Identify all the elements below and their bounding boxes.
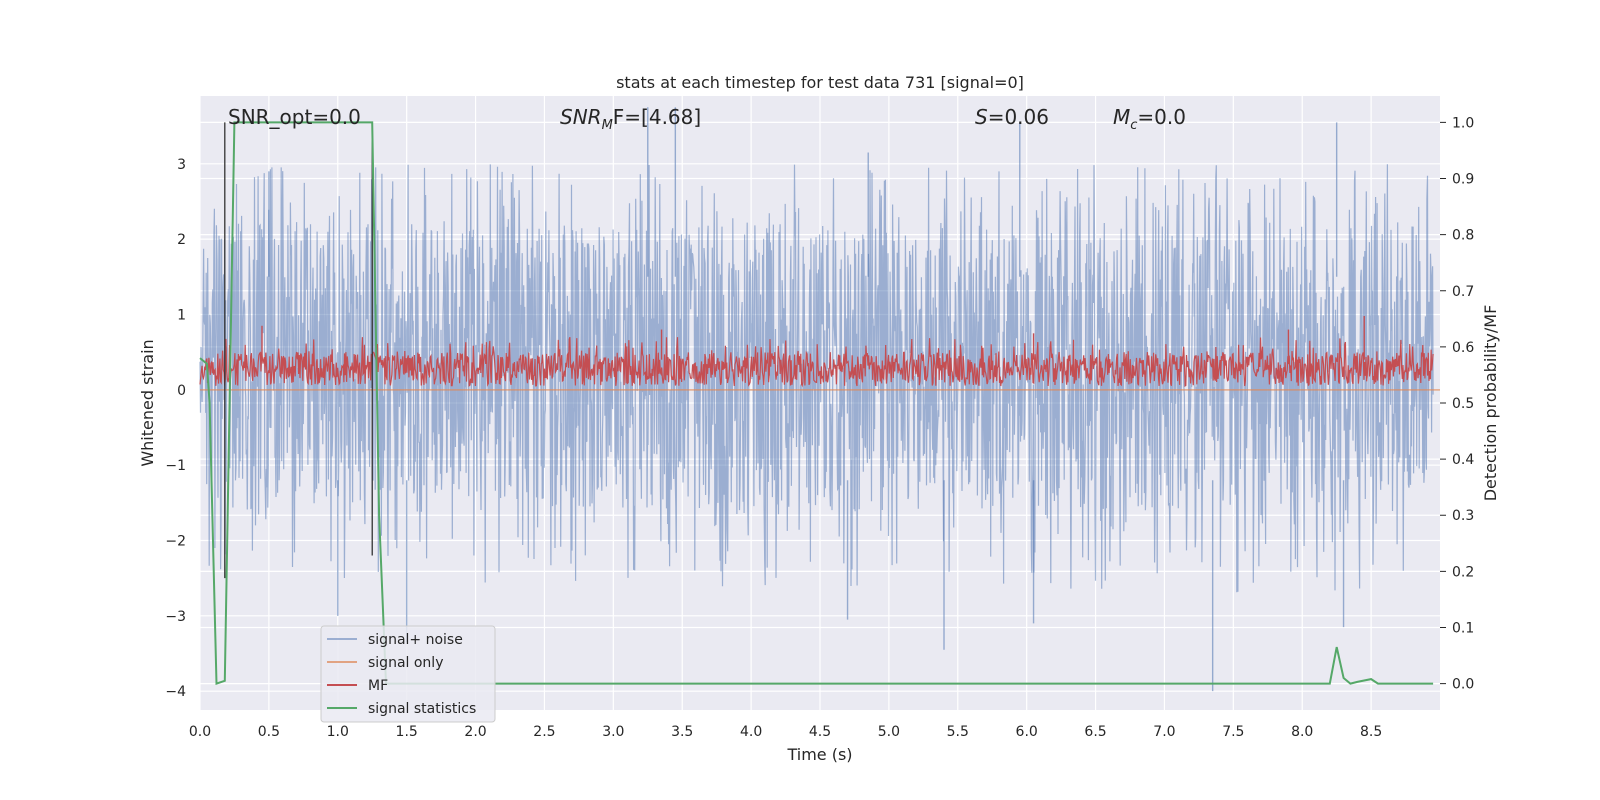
- annotation-mc-sub: c: [1130, 118, 1137, 133]
- x-tick-label: 8.5: [1360, 724, 1382, 740]
- x-axis-label: Time (s): [786, 745, 852, 764]
- x-tick-label: 3.0: [602, 724, 624, 740]
- y-tick-label-right: 1.0: [1452, 115, 1474, 131]
- legend: signal+ noise signal only MF signal stat…: [320, 625, 496, 723]
- x-tick-label: 0.5: [258, 724, 280, 740]
- series-line-mf: [199, 337, 1434, 388]
- annotation-mc-main: M: [1113, 105, 1130, 129]
- x-tick-label: 7.0: [1153, 724, 1175, 740]
- x-tick-label: 0.0: [189, 724, 211, 740]
- y-tick-label-left: −3: [165, 609, 186, 625]
- x-tick-label: 3.5: [671, 724, 693, 740]
- y-tick-label-left: 3: [177, 157, 186, 173]
- x-tick-label: 2.0: [464, 724, 486, 740]
- y-tick-label-right: 0.7: [1452, 284, 1474, 300]
- y-tick-label-left: 1: [177, 307, 186, 323]
- annotation-mc: Mc=0.0: [1113, 105, 1186, 133]
- legend-label-signal-only: signal only: [368, 655, 443, 671]
- x-tick-label: 2.5: [533, 724, 555, 740]
- x-tick-label: 6.5: [1084, 724, 1106, 740]
- y-tick-label-right: 0.8: [1452, 228, 1474, 244]
- annotation-snr-mf-sub: M: [602, 118, 613, 133]
- x-tick-label: 1.5: [396, 724, 418, 740]
- chart-title: stats at each timestep for test data 731…: [616, 73, 1024, 92]
- series-mf: [199, 315, 1434, 388]
- y-tick-label-right: 0.2: [1452, 564, 1474, 580]
- annotation-snr-mf-rest: F=[4.68]: [613, 105, 701, 129]
- y-tick-label-right: 0.1: [1452, 620, 1474, 636]
- x-tick-labels: 0.0 0.5 1.0 1.5 2.0 2.5 3.0 3.5 4.0 4.5 5.0 5.5 6.0 6…: [189, 724, 1382, 740]
- y-tick-label-right: 0.9: [1452, 172, 1474, 188]
- annotation-mc-rest: =0.0: [1137, 105, 1186, 129]
- x-tick-label: 1.0: [327, 724, 349, 740]
- y-axis-label-left: Whitened strain: [138, 339, 157, 466]
- x-tick-label: 4.0: [740, 724, 762, 740]
- annotation-s-rest: =0.06: [988, 105, 1049, 129]
- annotation-snr-mf-main: SNR: [560, 105, 602, 129]
- annotation-s-main: S: [975, 105, 988, 129]
- legend-box: [320, 625, 496, 723]
- y-tick-label-right: 0.5: [1452, 396, 1474, 412]
- legend-label-signal-statistics: signal statistics: [368, 701, 476, 717]
- marker-lines: [224, 122, 373, 579]
- annotation-snr-opt: SNR_opt=0.0: [228, 105, 361, 129]
- y-tick-label-left: −1: [165, 458, 186, 474]
- y-tick-label-left: 2: [177, 232, 186, 248]
- legend-label-mf: MF: [368, 678, 388, 694]
- y-tick-label-left: 0: [177, 383, 186, 399]
- y-axis-label-right: Detection probability/MF: [1481, 305, 1500, 502]
- x-tick-label: 4.5: [809, 724, 831, 740]
- x-tick-label: 7.5: [1222, 724, 1244, 740]
- x-tick-label: 6.0: [1016, 724, 1038, 740]
- y-tick-label-right: 0.0: [1452, 677, 1474, 693]
- y-tick-labels-left: 3 2 1 0 −1 −2 −3 −4: [165, 157, 186, 700]
- x-tick-label: 5.5: [947, 724, 969, 740]
- y-tick-label-right: 0.4: [1452, 452, 1474, 468]
- y-tick-label-right: 0.3: [1452, 508, 1474, 524]
- annotation-s: S=0.06: [975, 105, 1049, 129]
- annotation-snr-mf: SNRMF=[4.68]: [560, 105, 701, 133]
- x-tick-label: 8.0: [1291, 724, 1313, 740]
- y-tick-label-left: −4: [165, 684, 186, 700]
- y-tick-labels-right: 1.0 0.9 0.8 0.7 0.6 0.5 0.4 0.3 0.2 0.1 0.0: [1440, 115, 1474, 693]
- y-tick-label-right: 0.6: [1452, 340, 1474, 356]
- y-tick-label-left: −2: [165, 533, 186, 549]
- x-tick-label: 5.0: [878, 724, 900, 740]
- legend-label-signal-noise: signal+ noise: [368, 632, 463, 648]
